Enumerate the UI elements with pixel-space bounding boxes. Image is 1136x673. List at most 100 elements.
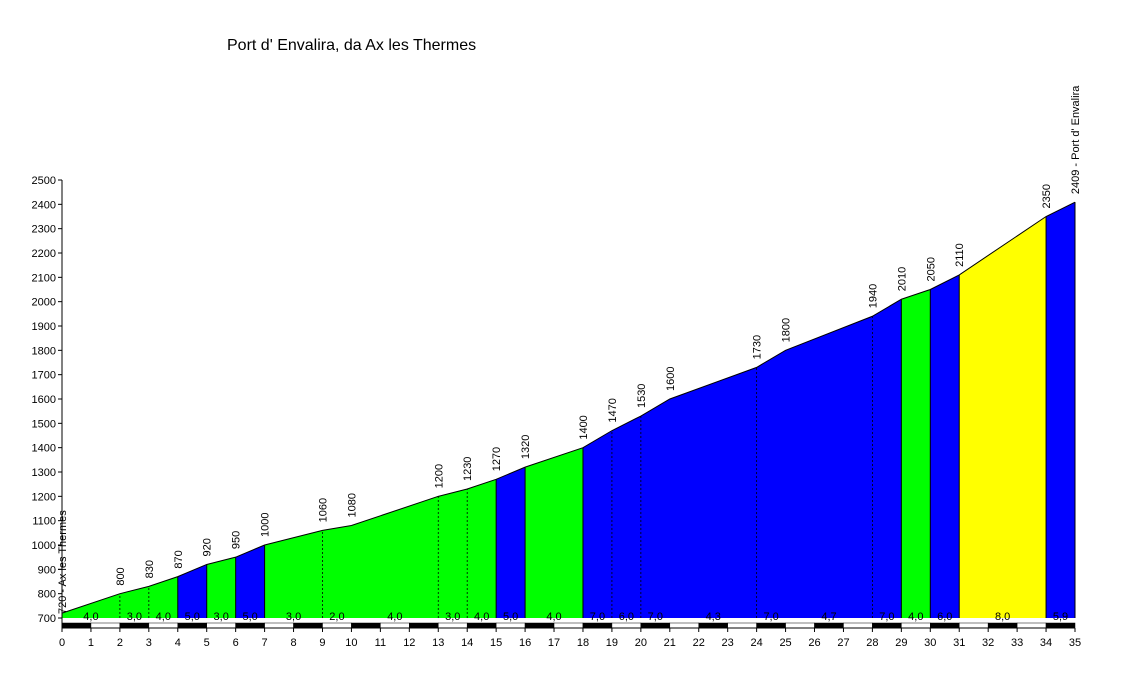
x-tick-label: 3 [146,637,152,649]
distance-strip-cell [669,622,699,629]
distance-strip-cell [611,622,642,629]
y-tick-label: 700 [38,613,56,625]
gradient-label: 6,0 [937,611,952,623]
axes [61,180,1075,629]
y-tick-label: 2400 [32,199,56,211]
gradient-label: 8,0 [995,611,1010,623]
y-tick-label: 1000 [32,540,56,552]
distance-strip-cell [756,622,786,629]
altitude-label: 830 [144,560,156,578]
altitude-label: 1800 [781,318,793,342]
distance-strip [61,622,1076,629]
gradient-label: 3,0 [445,611,460,623]
gradient-label: 7,0 [590,611,605,623]
altitude-label: 1060 [317,498,329,522]
segment-area [525,447,583,618]
profile-line [61,201,1076,614]
distance-strip-cell [380,622,410,629]
x-tick-label: 33 [1011,637,1023,649]
gradient-labels: 4,0 3,0 4,0 5,0 3,0 5,0 3,0 2,0 4,0 3,0 4,0 5,0 4,0 7… [83,611,1068,623]
gradient-label: 5,9 [1053,611,1068,623]
gradient-label: 3,0 [214,611,229,623]
x-tick-label: 12 [403,637,415,649]
segment-area [206,557,236,618]
distance-strip-cell [438,622,468,629]
gradient-label: 3,0 [286,611,301,623]
y-tick-label: 800 [38,589,56,601]
x-tick-label: 16 [519,637,531,649]
distance-strip-cell [987,622,1018,629]
distance-strip-cell [495,622,526,629]
y-axis-ticks: 700 800 900 1000 1100 1200 1300 1400 1500 1600 170… [32,175,62,625]
distance-strip-cell [322,622,352,629]
distance-strip-cell [351,622,381,629]
y-tick-label: 2500 [32,175,56,187]
segment-area [959,216,1047,618]
x-tick-label: 0 [59,637,65,649]
altitude-label: 920 [202,538,214,556]
gradient-label: 4,0 [387,611,402,623]
gradient-label: 5,0 [503,611,518,623]
distance-strip-cell [843,622,873,629]
distance-strip-cell [61,622,92,629]
distance-strip-cell [1016,622,1047,629]
segment-area [177,564,207,618]
altitude-labels: 720 - Ax les Thermes 800 830 870 920 950 1000 1… [57,85,1082,614]
gradient-label: 4,3 [706,611,721,623]
distance-strip-cell [698,622,728,629]
y-tick-label: 2100 [32,272,56,284]
altitude-label: 1730 [752,335,764,359]
altitude-label: 1000 [260,513,272,537]
altitude-label: 720 - Ax les Thermes [57,510,69,614]
y-tick-label: 2200 [32,248,56,260]
gradient-label: 4,0 [474,611,489,623]
x-tick-label: 18 [577,637,589,649]
x-tick-label: 9 [319,637,325,649]
distance-strip-cell [785,622,815,629]
y-tick-label: 1600 [32,394,56,406]
y-tick-label: 1900 [32,321,56,333]
x-tick-label: 35 [1069,637,1081,649]
x-tick-label: 25 [779,637,791,649]
distance-strip-cell [264,622,294,629]
altitude-label: 2350 [1041,184,1053,208]
altitude-label: 800 [115,567,127,585]
gradient-label: 4,0 [156,611,171,623]
x-tick-label: 29 [895,637,907,649]
distance-strip-cell [582,622,613,629]
x-tick-label: 11 [375,637,386,649]
x-tick-label: 8 [290,637,296,649]
profile-outline [61,201,1076,614]
distance-strip-cell [814,622,844,629]
distance-strip-cell [148,622,179,629]
y-tick-label: 1400 [32,443,56,455]
altitude-label: 1530 [636,384,648,408]
altitude-label: 2409 - Port d' Envalira [1070,85,1082,194]
segment-area [264,479,497,618]
gradient-label: 7,0 [879,611,894,623]
altitude-label: 1200 [433,464,445,488]
y-tick-label: 900 [38,564,56,576]
km-marker-lines [119,202,1076,618]
altitude-label: 1270 [491,447,503,471]
gradient-segments [62,202,1075,618]
distance-strip-cell [1045,622,1076,629]
x-tick-label: 1 [88,637,94,649]
altitude-label: 2010 [896,267,908,291]
gradient-label: 4,0 [83,611,98,623]
altitude-label: 1600 [665,367,677,391]
chart-title: Port d' Envalira, da Ax les Thermes [227,37,476,54]
gradient-label: 4,0 [546,611,561,623]
distance-strip-cell [930,622,960,629]
x-tick-label: 34 [1040,637,1052,649]
gradient-label: 2,0 [329,611,344,623]
segment-area [235,545,265,618]
x-tick-label: 14 [461,637,473,649]
x-axis-ticks: 0 1 2 3 4 5 6 7 8 9 10 11 12 13 14 15 16 17 18 19 20 21 22 23 24… [59,628,1081,649]
x-tick-label: 28 [866,637,878,649]
altitude-label: 1470 [607,398,619,422]
distance-strip-cell [293,622,323,629]
x-tick-label: 6 [233,637,239,649]
altitude-label: 1080 [346,493,358,517]
